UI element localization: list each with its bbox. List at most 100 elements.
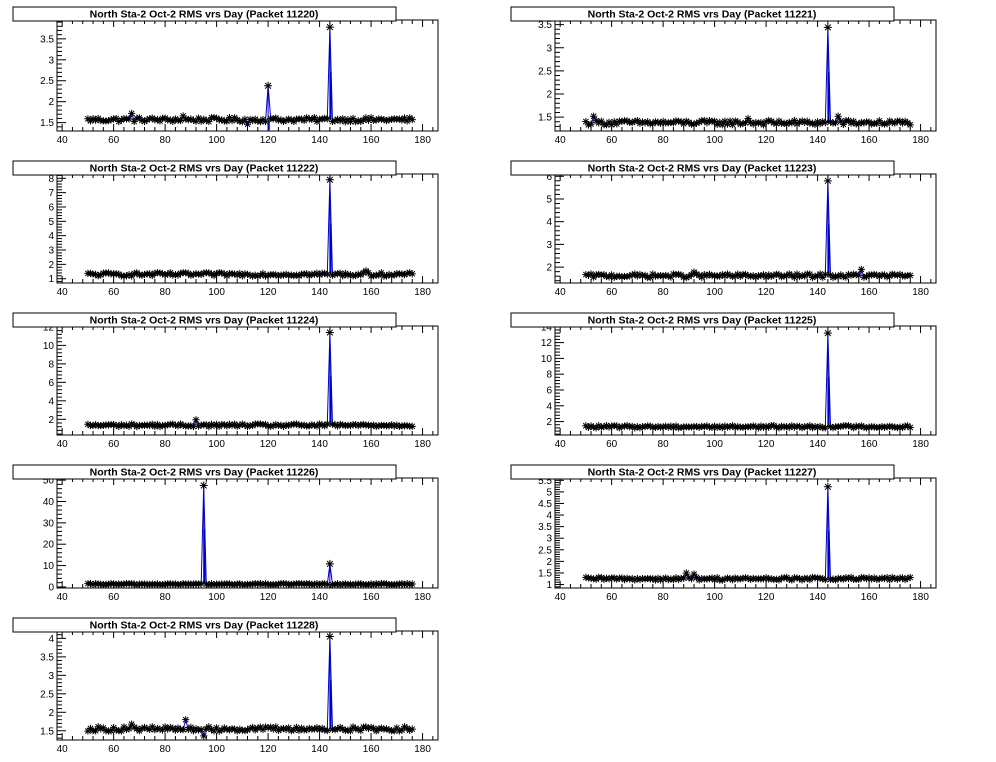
data-point — [310, 580, 319, 588]
data-point — [832, 272, 840, 280]
data-point — [148, 114, 156, 122]
data-point — [636, 119, 644, 127]
data-point — [595, 422, 603, 430]
plot-area — [84, 23, 416, 131]
x-tick-label: 140 — [311, 744, 328, 755]
data-point — [636, 270, 644, 279]
data-point — [608, 121, 616, 129]
data-point — [256, 271, 264, 279]
title-box — [12, 160, 397, 176]
data-point — [261, 272, 270, 280]
title-box — [510, 464, 895, 480]
data-point — [151, 269, 159, 277]
data-point — [261, 580, 270, 588]
x-tick-label: 40 — [57, 135, 69, 146]
data-point — [223, 117, 231, 125]
data-point — [213, 724, 221, 732]
y-tick-label: 2 — [48, 97, 54, 108]
data-point — [194, 114, 203, 122]
data-point — [220, 421, 228, 429]
data-point — [667, 575, 675, 583]
data-point — [844, 574, 853, 583]
data-point — [166, 723, 174, 732]
data-point — [674, 270, 683, 278]
data-point — [765, 271, 773, 279]
data-point — [716, 272, 724, 280]
data-point — [785, 270, 793, 278]
data-point — [331, 420, 339, 429]
data-point — [795, 272, 804, 281]
data-point — [305, 271, 313, 280]
data-point — [246, 271, 254, 279]
data-point — [308, 421, 316, 429]
data-point — [174, 422, 182, 430]
y-tick-label: 3.5 — [538, 20, 552, 31]
y-tick-label: 3 — [546, 240, 552, 251]
data-point — [341, 580, 349, 588]
y-tick-label: 6 — [48, 202, 54, 213]
data-point — [839, 120, 847, 129]
data-point — [285, 421, 293, 430]
data-point — [406, 269, 414, 277]
data-point — [112, 114, 120, 123]
y-tick-label: 2 — [546, 417, 552, 428]
data-point — [357, 580, 365, 588]
data-point — [721, 117, 729, 125]
data-point — [140, 117, 149, 126]
data-point — [213, 269, 221, 278]
data-point — [325, 328, 334, 337]
data-point — [765, 116, 773, 125]
data-point — [205, 581, 213, 588]
data-point — [249, 272, 257, 280]
data-point — [623, 421, 631, 430]
data-point — [770, 421, 778, 430]
data-point — [850, 424, 858, 432]
data-point — [158, 726, 167, 734]
data-point — [218, 269, 226, 277]
data-point — [667, 422, 675, 430]
data-point — [855, 423, 863, 431]
data-point — [408, 725, 416, 733]
data-point — [194, 422, 203, 430]
data-point — [633, 574, 641, 583]
data-point — [705, 575, 714, 583]
data-point — [664, 423, 672, 431]
data-point — [346, 271, 355, 279]
data-point — [153, 724, 161, 732]
data-point — [687, 271, 696, 279]
data-point — [117, 727, 125, 735]
data-point — [197, 270, 205, 279]
data-point — [821, 270, 829, 278]
data-point — [813, 423, 822, 431]
x-tick-label: 80 — [658, 592, 670, 603]
data-point — [287, 116, 295, 124]
data-point — [370, 581, 378, 588]
data-point — [669, 424, 678, 432]
data-point — [115, 422, 123, 431]
data-point — [628, 271, 636, 279]
data-point — [847, 422, 855, 431]
data-point — [626, 272, 634, 280]
data-point — [189, 422, 198, 431]
data-point — [400, 723, 409, 731]
data-point — [703, 272, 711, 280]
plot-area — [84, 632, 416, 740]
data-point — [202, 580, 210, 588]
data-point — [711, 117, 719, 125]
data-point — [261, 723, 270, 731]
x-tick-label: 180 — [912, 439, 929, 450]
data-point — [174, 271, 182, 279]
data-point — [323, 726, 331, 735]
data-point — [279, 271, 288, 279]
data-point — [888, 270, 896, 278]
data-point — [901, 272, 909, 280]
data-point — [305, 580, 313, 588]
data-point — [346, 727, 355, 735]
data-point — [862, 575, 871, 583]
data-point — [370, 421, 378, 429]
y-tick-label: 5.5 — [538, 476, 552, 487]
data-point — [790, 116, 799, 125]
data-point — [852, 422, 860, 430]
data-point — [664, 272, 672, 280]
title-box — [12, 312, 397, 328]
